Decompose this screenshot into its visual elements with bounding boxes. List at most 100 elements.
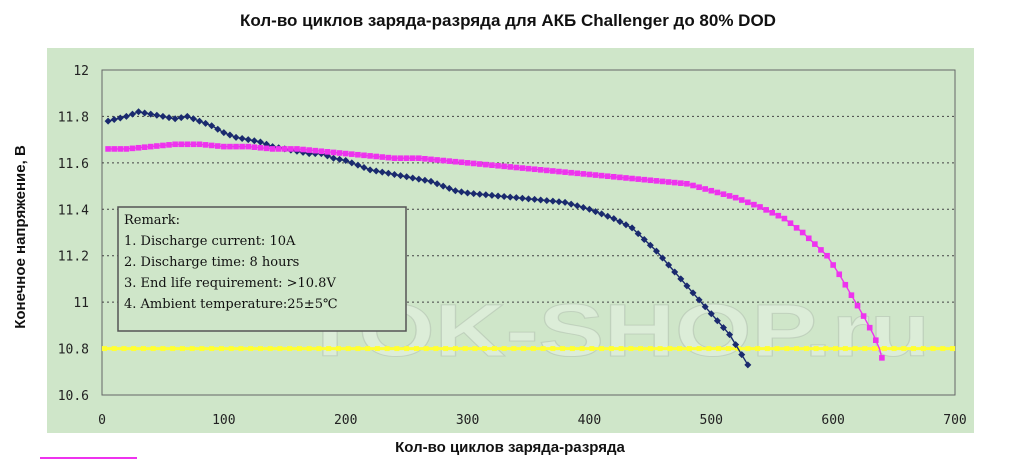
data-point (372, 167, 380, 175)
data-point (611, 173, 617, 180)
data-point (135, 144, 142, 151)
limit-marker (306, 346, 312, 352)
data-point (617, 174, 623, 181)
data-point (677, 275, 685, 283)
data-point (671, 268, 679, 276)
data-point (549, 197, 557, 205)
limit-marker (628, 346, 634, 352)
data-point (628, 224, 636, 232)
data-point (567, 200, 575, 208)
limit-marker (326, 346, 332, 352)
limit-marker (218, 346, 224, 352)
data-point (226, 131, 234, 139)
y-tick-label: 11.8 (58, 110, 89, 125)
limit-marker (618, 346, 624, 352)
data-point (684, 180, 690, 187)
data-point (391, 155, 398, 162)
data-point (384, 169, 392, 177)
data-point (464, 189, 472, 197)
data-point (421, 176, 429, 184)
data-point (269, 146, 276, 152)
limit-marker (901, 346, 907, 352)
data-point (805, 235, 812, 242)
data-point (165, 114, 173, 122)
limit-marker (501, 346, 507, 352)
series-2 (105, 141, 885, 361)
limit-marker (150, 346, 156, 352)
data-point (659, 178, 666, 185)
data-point (172, 141, 178, 148)
data-point (178, 141, 185, 148)
x-tick-label: 100 (212, 413, 235, 428)
limit-marker (238, 346, 244, 352)
limit-marker (745, 346, 751, 352)
limit-marker (472, 346, 478, 352)
data-point (495, 162, 501, 169)
data-point (872, 337, 879, 344)
data-point (263, 145, 270, 152)
limit-marker (579, 346, 585, 352)
data-point (245, 143, 252, 150)
data-point (738, 197, 745, 203)
limit-marker (647, 346, 653, 352)
limit-marker (599, 346, 605, 352)
data-point (117, 146, 124, 152)
limit-marker (433, 346, 439, 352)
data-point (184, 141, 191, 148)
data-point (585, 205, 593, 213)
remark-heading: Remark: (124, 213, 180, 228)
limit-marker (365, 346, 371, 352)
x-axis-ticks: 0 100 200 300 400 500 600 700 (98, 413, 967, 428)
limit-marker (862, 346, 868, 352)
data-point (367, 153, 373, 159)
data-point (318, 148, 325, 155)
data-point (690, 182, 696, 189)
x-tick-label: 0 (98, 413, 106, 428)
data-point (366, 166, 374, 174)
limit-marker (920, 346, 926, 352)
data-point (104, 117, 112, 125)
data-point (598, 172, 605, 179)
series-1 (104, 108, 752, 369)
data-point (702, 186, 708, 192)
limit-marker (638, 346, 644, 352)
data-point (233, 143, 239, 150)
data-point (349, 151, 355, 157)
limit-marker (696, 346, 702, 352)
data-point (512, 194, 520, 202)
y-axis-title: Конечное напряжение, В (12, 145, 29, 329)
data-point (507, 164, 514, 170)
limit-marker (755, 346, 761, 352)
data-point (738, 351, 746, 359)
limit-marker (423, 346, 429, 352)
limit-marker (296, 346, 302, 352)
data-point (561, 198, 569, 206)
data-point (531, 195, 539, 203)
y-tick-label: 11.2 (58, 250, 89, 265)
data-point (586, 171, 593, 178)
limit-marker (872, 346, 878, 352)
data-point (665, 179, 672, 185)
data-point (159, 112, 167, 120)
data-point (854, 302, 861, 309)
remark-line-4: 4. Ambient temperature:25±5℃ (124, 297, 338, 312)
chart-title: Кол-во циклов заряда-разряда для АКБ Cha… (240, 11, 776, 30)
data-point (537, 167, 544, 173)
limit-marker (140, 346, 146, 352)
data-point (294, 146, 300, 152)
data-point (221, 143, 227, 150)
limit-marker (550, 346, 556, 352)
data-point (525, 195, 532, 203)
data-point (824, 252, 830, 259)
data-point (390, 170, 398, 178)
limit-marker (911, 346, 917, 352)
remark-line-3: 3. End life requirement: >10.8V (124, 276, 336, 291)
limit-marker (277, 346, 283, 352)
remark-line-2: 2. Discharge time: 8 hours (124, 255, 299, 270)
limit-marker (413, 346, 419, 352)
data-point (244, 136, 252, 144)
data-point (403, 155, 410, 162)
limit-marker (774, 346, 780, 352)
data-point (464, 160, 471, 166)
data-point (543, 197, 551, 205)
